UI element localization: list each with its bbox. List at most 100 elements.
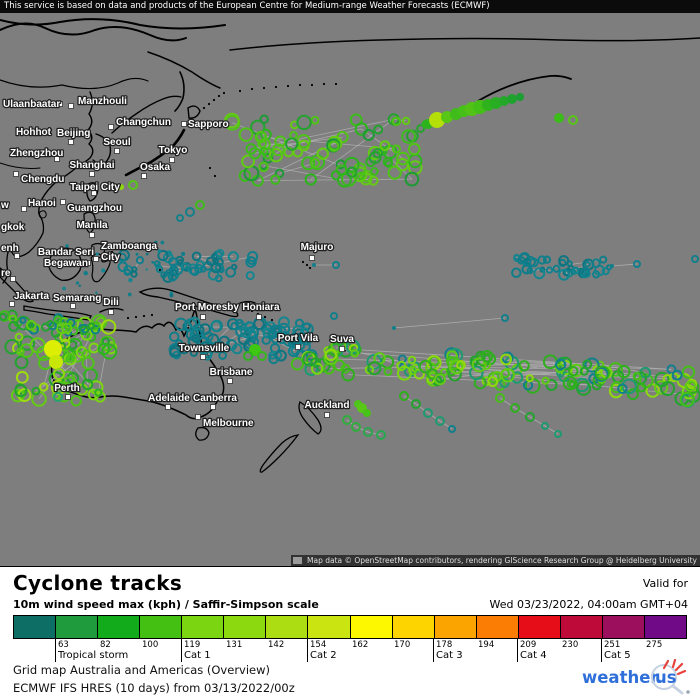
cyclone-track-point	[376, 430, 386, 440]
cyclone-track-point	[94, 388, 103, 397]
city-label: Manzhouli	[78, 96, 127, 107]
city-label: Townsville	[179, 343, 230, 354]
sun-ray-icon	[674, 662, 684, 672]
scale-tick-label: 131	[226, 640, 243, 650]
cyclone-track-point	[310, 158, 321, 169]
cyclone-track-point	[558, 255, 570, 267]
city-marker	[65, 394, 71, 400]
cyclone-track-point	[128, 180, 138, 190]
cyclone-track-point	[495, 393, 505, 403]
cyclone-track-point	[31, 386, 41, 396]
city-marker	[68, 103, 74, 109]
cyclone-track-point	[627, 388, 639, 401]
wind-speed-scale	[13, 615, 687, 639]
cyclone-track-point	[176, 214, 184, 222]
cyclone-track-point	[245, 325, 259, 340]
cyclone-track-point	[285, 137, 299, 151]
cyclone-track-point	[270, 335, 280, 344]
city-marker	[93, 256, 99, 262]
scale-tick-label: 100	[142, 640, 159, 650]
cyclone-track-point	[81, 349, 91, 359]
cyclone-track-point	[54, 251, 59, 256]
coastline	[0, 77, 149, 90]
cyclone-track-point	[46, 320, 55, 329]
island-dot	[308, 266, 312, 270]
cyclone-track-point	[601, 267, 610, 276]
cyclone-track-point	[290, 357, 305, 371]
cyclone-track-point	[456, 360, 466, 370]
city-label: Melbourne	[203, 418, 254, 429]
coastline	[195, 426, 210, 441]
city-label: re	[1, 268, 11, 279]
track-link-line	[346, 419, 382, 436]
cyclone-track-point	[411, 399, 421, 409]
cyclone-track-point	[608, 362, 623, 377]
scale-tick-label: 251	[604, 640, 621, 650]
cyclone-track-point	[169, 293, 174, 298]
coastline	[0, 22, 187, 42]
track-link-line	[27, 342, 38, 346]
city-marker	[91, 190, 97, 196]
city-marker	[45, 130, 51, 136]
city-marker	[85, 260, 91, 266]
cyclone-track-point	[227, 251, 239, 263]
coastline	[92, 133, 112, 165]
city-marker	[21, 206, 27, 212]
city-label: Ulaanbaatar	[3, 99, 60, 110]
city-label: w	[0, 200, 9, 211]
city-label: Zhengzhou	[10, 148, 63, 159]
cyclone-track-point	[118, 184, 124, 190]
scale-cell	[98, 616, 141, 638]
cyclone-track-point	[101, 268, 106, 273]
cyclone-track-point	[362, 128, 375, 142]
scale-cell	[392, 616, 435, 638]
cyclone-track-point	[153, 260, 161, 267]
cyclone-track-point	[160, 240, 165, 245]
city-label: Auckland	[304, 400, 349, 411]
city-label: Changchun	[116, 117, 171, 128]
cyclone-track-point	[157, 249, 169, 262]
scale-cell	[644, 616, 686, 638]
city-marker	[11, 224, 17, 230]
cyclone-track-point	[446, 366, 457, 377]
cyclone-track-point	[135, 255, 145, 265]
cyclone-track-point	[511, 267, 522, 278]
cyclone-track-point	[582, 359, 593, 370]
weather-us-logo[interactable]: weather.us	[582, 659, 694, 697]
page-title: Cyclone tracks	[13, 571, 183, 595]
city-label: Seoul	[103, 137, 130, 148]
city-label: Canberra	[193, 393, 237, 404]
cyclone-track-point	[610, 264, 614, 268]
city-label: Manila	[76, 220, 108, 231]
cyclone-track-point	[240, 326, 252, 339]
cyclone-track-point	[418, 359, 433, 374]
cyclone-track-point	[145, 242, 149, 245]
cyclone-track-point	[330, 170, 342, 181]
cyclone-track-point	[391, 144, 401, 154]
scale-category-label: Cat 1	[184, 650, 211, 661]
cyclone-track-point	[0, 310, 11, 322]
cyclone-track-point	[490, 97, 502, 109]
cyclone-track-point	[206, 256, 216, 266]
cyclone-track-point	[323, 350, 339, 365]
cyclone-track-point	[245, 270, 255, 281]
scale-cell	[350, 616, 393, 638]
cyclone-track-point	[528, 257, 539, 268]
city-marker	[114, 148, 120, 154]
coastline	[174, 71, 185, 112]
cyclone-track-point	[407, 355, 417, 365]
city-marker	[295, 344, 301, 350]
cyclone-track-point	[691, 255, 699, 263]
cyclone-track-point	[669, 372, 680, 383]
cyclone-track-point	[70, 395, 82, 407]
city-marker	[181, 121, 187, 127]
cyclone-track-point	[576, 380, 592, 396]
cyclone-track-point	[608, 383, 624, 399]
cyclone-track-point	[207, 268, 220, 281]
cyclone-track-point	[95, 252, 99, 256]
cyclone-track-point	[301, 156, 316, 171]
city-label: Taipei City	[70, 182, 120, 193]
track-link-line	[499, 397, 559, 435]
island-dot	[212, 98, 216, 102]
valid-for-label: Valid for	[642, 577, 688, 590]
